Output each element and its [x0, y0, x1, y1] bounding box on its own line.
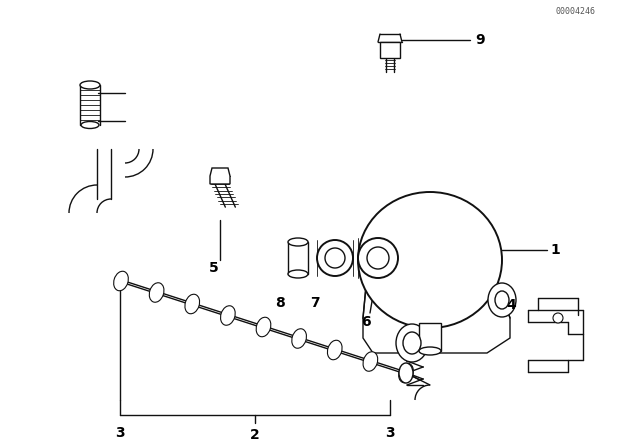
Ellipse shape — [81, 121, 99, 129]
Text: 6: 6 — [361, 315, 371, 329]
Ellipse shape — [399, 363, 413, 383]
Ellipse shape — [114, 271, 129, 291]
Ellipse shape — [325, 248, 345, 268]
Bar — [419, 323, 441, 351]
Ellipse shape — [363, 352, 378, 371]
Ellipse shape — [403, 332, 421, 354]
Ellipse shape — [358, 192, 502, 328]
Ellipse shape — [396, 324, 428, 362]
Text: 4: 4 — [506, 298, 516, 312]
Bar — [288, 242, 308, 274]
Ellipse shape — [367, 247, 389, 269]
Ellipse shape — [495, 291, 509, 309]
Polygon shape — [363, 265, 510, 353]
Text: 2: 2 — [250, 428, 260, 442]
Ellipse shape — [256, 317, 271, 337]
Ellipse shape — [328, 340, 342, 360]
Ellipse shape — [419, 347, 441, 355]
Ellipse shape — [221, 306, 236, 325]
Text: 1: 1 — [550, 243, 560, 257]
Ellipse shape — [288, 238, 308, 246]
Bar — [380, 42, 400, 58]
Ellipse shape — [149, 283, 164, 302]
Polygon shape — [210, 168, 230, 184]
Ellipse shape — [407, 340, 423, 346]
Ellipse shape — [488, 283, 516, 317]
Ellipse shape — [399, 363, 413, 383]
Text: 00004246: 00004246 — [555, 8, 595, 17]
Text: 5: 5 — [209, 261, 219, 275]
Ellipse shape — [317, 240, 353, 276]
Ellipse shape — [185, 294, 200, 314]
Ellipse shape — [358, 238, 398, 278]
Ellipse shape — [80, 81, 100, 89]
Circle shape — [553, 313, 563, 323]
Ellipse shape — [292, 329, 307, 348]
Text: 7: 7 — [310, 296, 320, 310]
Text: 8: 8 — [275, 296, 285, 310]
Text: 3: 3 — [385, 426, 395, 440]
Text: 3: 3 — [115, 426, 125, 440]
Ellipse shape — [288, 270, 308, 278]
Text: 9: 9 — [475, 33, 484, 47]
